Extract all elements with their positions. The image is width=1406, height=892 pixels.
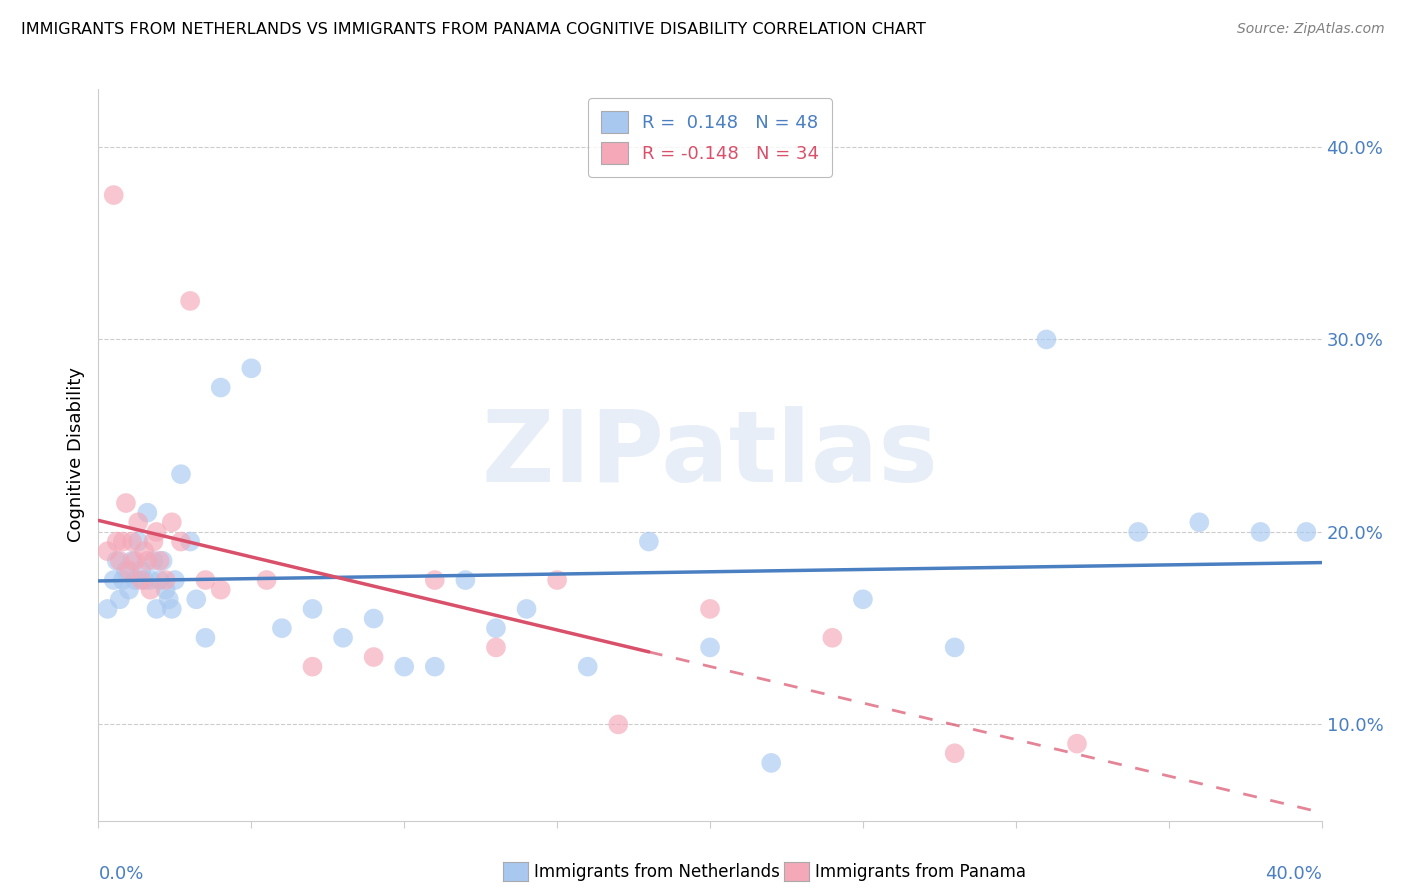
Point <box>136 506 159 520</box>
Point <box>943 746 966 760</box>
Point <box>108 554 131 568</box>
Point <box>194 573 217 587</box>
Point <box>240 361 263 376</box>
Point <box>699 640 721 655</box>
Point <box>1128 524 1150 539</box>
Text: ZIPatlas: ZIPatlas <box>482 407 938 503</box>
Point <box>209 582 232 597</box>
Point <box>194 631 217 645</box>
Point <box>301 602 323 616</box>
Point <box>186 592 208 607</box>
Point <box>1066 737 1088 751</box>
Point <box>485 640 508 655</box>
Point <box>179 293 201 308</box>
Text: Source: ZipAtlas.com: Source: ZipAtlas.com <box>1237 22 1385 37</box>
Point <box>155 573 177 587</box>
Point <box>160 602 183 616</box>
Legend: R =  0.148   N = 48, R = -0.148   N = 34: R = 0.148 N = 48, R = -0.148 N = 34 <box>588 98 832 177</box>
Point <box>155 582 177 597</box>
Point <box>637 534 661 549</box>
Point <box>115 496 138 510</box>
Point <box>142 554 165 568</box>
Point <box>145 524 167 539</box>
Point <box>270 621 292 635</box>
Point <box>97 602 120 616</box>
Point <box>170 534 193 549</box>
Point <box>145 602 167 616</box>
Point <box>821 631 844 645</box>
Point <box>149 573 172 587</box>
Point <box>118 582 141 597</box>
Point <box>485 621 508 635</box>
Point <box>1188 516 1211 530</box>
Point <box>170 467 193 482</box>
Point <box>392 659 416 673</box>
Point <box>134 544 156 558</box>
Point <box>363 650 385 665</box>
Point <box>149 554 172 568</box>
Point <box>699 602 721 616</box>
Point <box>607 717 630 731</box>
Point <box>105 554 128 568</box>
Point <box>127 516 149 530</box>
Point <box>1035 333 1057 347</box>
Point <box>516 602 538 616</box>
Point <box>163 573 186 587</box>
Point <box>759 756 782 770</box>
Point <box>423 659 446 673</box>
Point <box>127 534 149 549</box>
Point <box>179 534 201 549</box>
Point <box>121 534 143 549</box>
Point <box>103 573 125 587</box>
Point <box>1295 524 1317 539</box>
Text: 40.0%: 40.0% <box>1265 864 1322 882</box>
Text: IMMIGRANTS FROM NETHERLANDS VS IMMIGRANTS FROM PANAMA COGNITIVE DISABILITY CORRE: IMMIGRANTS FROM NETHERLANDS VS IMMIGRANT… <box>21 22 927 37</box>
Point <box>256 573 278 587</box>
Text: Immigrants from Netherlands: Immigrants from Netherlands <box>533 863 779 881</box>
Point <box>124 554 146 568</box>
Point <box>160 516 183 530</box>
Point <box>129 563 152 577</box>
Text: 0.0%: 0.0% <box>98 864 143 882</box>
Point <box>111 573 134 587</box>
Point <box>134 573 156 587</box>
Point <box>103 188 125 202</box>
Point <box>423 573 446 587</box>
Point <box>139 582 162 597</box>
Text: Immigrants from Panama: Immigrants from Panama <box>814 863 1026 881</box>
Y-axis label: Cognitive Disability: Cognitive Disability <box>66 368 84 542</box>
Point <box>546 573 568 587</box>
Point <box>157 592 180 607</box>
Point <box>363 611 385 625</box>
Point <box>152 554 174 568</box>
Point <box>97 544 120 558</box>
Point <box>139 573 162 587</box>
Point <box>118 563 141 577</box>
Point <box>209 380 232 394</box>
Point <box>454 573 477 587</box>
Point <box>576 659 599 673</box>
Point <box>115 563 138 577</box>
Point <box>129 573 152 587</box>
Point <box>852 592 875 607</box>
Point <box>124 573 146 587</box>
Point <box>943 640 966 655</box>
Point <box>136 554 159 568</box>
Point <box>1249 524 1271 539</box>
Point <box>105 534 128 549</box>
Point <box>111 534 134 549</box>
Point <box>121 554 143 568</box>
Point <box>108 592 131 607</box>
Point <box>142 534 165 549</box>
Point <box>332 631 354 645</box>
Point <box>301 659 323 673</box>
